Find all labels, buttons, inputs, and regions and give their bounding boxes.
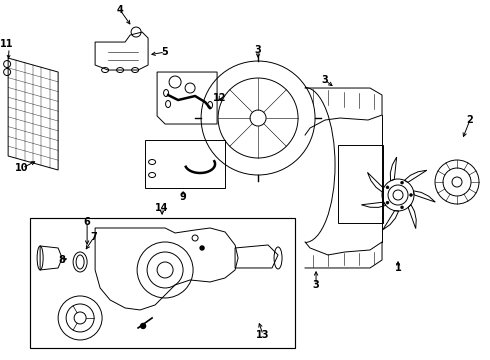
Text: 6: 6 [84, 217, 91, 227]
Circle shape [400, 181, 404, 184]
Text: 12: 12 [213, 93, 227, 103]
Circle shape [410, 193, 413, 197]
Text: 1: 1 [394, 263, 401, 273]
Text: 3: 3 [313, 280, 319, 290]
Text: 8: 8 [59, 255, 66, 265]
Text: 5: 5 [162, 47, 169, 57]
Bar [338, 145, 383, 223]
Bar [30, 218, 295, 348]
Circle shape [386, 201, 389, 204]
Circle shape [400, 206, 404, 209]
Text: 13: 13 [256, 330, 270, 340]
Text: 3: 3 [255, 45, 262, 55]
Text: 9: 9 [180, 192, 187, 202]
Text: 4: 4 [117, 5, 123, 15]
Text: 3: 3 [321, 75, 328, 85]
Text: 14: 14 [155, 203, 169, 213]
Circle shape [200, 246, 204, 250]
Circle shape [141, 324, 146, 328]
Circle shape [386, 186, 389, 189]
Text: 11: 11 [0, 39, 14, 49]
Bar [145, 140, 225, 188]
Text: 7: 7 [91, 232, 98, 242]
Text: 2: 2 [466, 115, 473, 125]
Text: 10: 10 [15, 163, 29, 173]
